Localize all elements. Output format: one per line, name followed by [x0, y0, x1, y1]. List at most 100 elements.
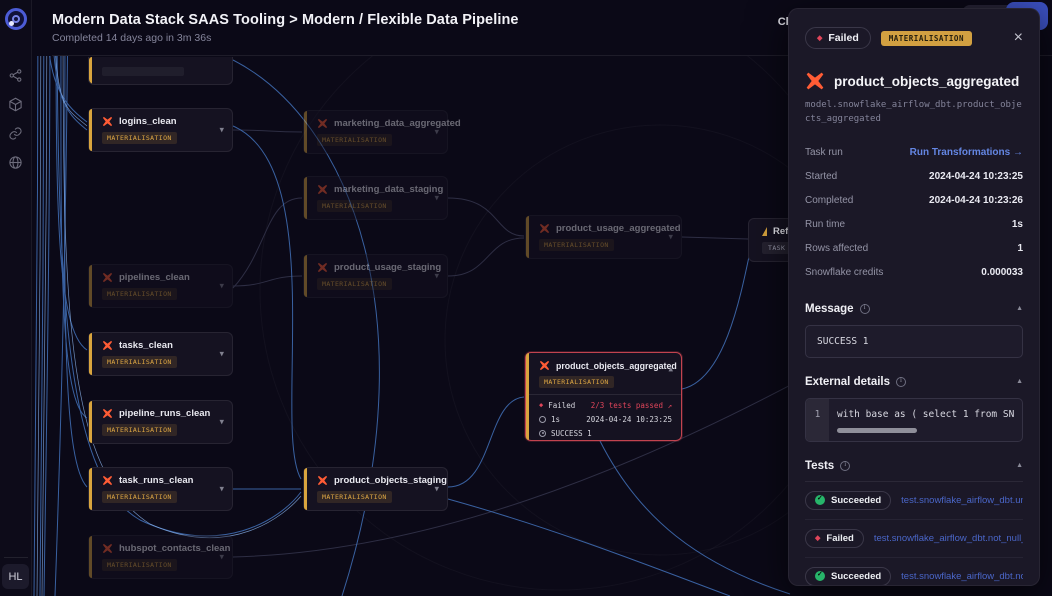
task-run-link[interactable]: Run Transformations →: [909, 147, 1023, 159]
dbt-icon: [539, 360, 550, 371]
chevron-down-icon[interactable]: ▾: [434, 126, 439, 137]
field-value: 0.000033: [981, 267, 1023, 279]
field-row: Snowflake credits 0.000033: [805, 261, 1023, 285]
node-marketing-data-staging[interactable]: marketing_data_staging MATERIALISATION ▾: [303, 176, 448, 220]
node-hubspot-contacts-clean[interactable]: hubspot_contacts_clean MATERIALISATION ▾: [88, 535, 233, 579]
gear-icon: [539, 429, 546, 437]
node-message: SUCCESS 1: [551, 428, 592, 438]
node-product-usage-staging[interactable]: product_usage_staging MATERIALISATION ▾: [303, 254, 448, 298]
chevron-down-icon[interactable]: ▾: [434, 270, 439, 281]
materialisation-badge: MATERIALISATION: [102, 132, 177, 144]
node-title: product_usage_aggregated: [556, 223, 681, 234]
test-link[interactable]: test.snowflake_airflow_dbt.unique_pro: [901, 494, 1023, 506]
materialisation-badge: MATERIALISATION: [317, 200, 392, 212]
collapse-arrow-icon[interactable]: ▲: [1016, 462, 1023, 470]
sql-code-block: 1 with base as ( select 1 from SNOWFLAKE: [805, 397, 1023, 442]
materialisation-badge: MATERIALISATION: [317, 278, 392, 290]
info-icon[interactable]: [859, 303, 870, 314]
node-marketing-data-aggregated[interactable]: marketing_data_aggregated MATERIALISATIO…: [303, 110, 461, 154]
page-title: Modern Data Stack SAAS Tooling > Modern …: [52, 11, 519, 28]
tests-section-title: Tests: [805, 459, 835, 472]
dbt-icon: [102, 408, 113, 419]
message-code-block: SUCCESS 1: [805, 324, 1023, 358]
node-partial-top[interactable]: [88, 57, 233, 85]
node-product-usage-aggregated[interactable]: product_usage_aggregated MATERIALISATION…: [525, 215, 682, 259]
field-label: Rows affected: [805, 243, 869, 255]
close-icon[interactable]: ×: [1013, 29, 1023, 46]
collapse-arrow-icon[interactable]: ▲: [1016, 305, 1023, 313]
node-title: pipelines_clean: [119, 272, 190, 283]
dbt-icon: [102, 475, 113, 486]
sql-code-line: with base as ( select 1 from SNOWFLAKE: [837, 408, 1014, 420]
user-avatar[interactable]: HL: [2, 564, 29, 589]
pipeline-network-icon[interactable]: [8, 68, 23, 83]
field-value: 2024-04-24 10:23:26: [929, 195, 1023, 207]
panel-subtitle: model.snowflake_airflow_dbt.product_obje…: [805, 100, 1022, 124]
chevron-down-icon[interactable]: ▾: [219, 280, 224, 291]
logo-core: [11, 15, 20, 23]
field-row: Task run Run Transformations →: [805, 141, 1023, 165]
node-product-objects-staging[interactable]: product_objects_staging MATERIALISATION …: [303, 467, 448, 511]
chevron-down-icon[interactable]: ▾: [219, 416, 224, 427]
chevron-down-icon[interactable]: ▾: [219, 124, 224, 135]
node-timestamp: 2024-04-24 10:23:25: [586, 414, 672, 424]
tests-summary-link[interactable]: 2/3 tests passed ↗: [590, 400, 672, 410]
dbt-icon: [102, 543, 113, 554]
sidebar: HL: [0, 0, 32, 596]
message-section-title: Message: [805, 302, 854, 315]
node-title: hubspot_contacts_clean: [119, 543, 231, 554]
collapse-arrow-icon[interactable]: ▲: [1016, 378, 1023, 386]
field-label: Started: [805, 171, 838, 183]
link-icon[interactable]: [8, 126, 23, 141]
chevron-down-icon[interactable]: ▾: [219, 483, 224, 494]
test-row: Succeeded test.snowflake_airflow_dbt.uni…: [805, 482, 1023, 520]
app-logo[interactable]: [4, 8, 27, 30]
node-pipeline-runs-clean[interactable]: pipeline_runs_clean MATERIALISATION ▾: [88, 400, 233, 444]
globe-icon[interactable]: [8, 155, 23, 170]
field-row: Rows affected 1: [805, 237, 1023, 261]
chevron-down-icon[interactable]: ▾: [668, 231, 673, 242]
info-icon[interactable]: [840, 460, 851, 471]
dbt-icon: [539, 223, 550, 234]
cube-icon[interactable]: [8, 97, 23, 112]
node-divider: [526, 394, 681, 395]
field-label: Completed: [805, 195, 854, 207]
dbt-icon: [102, 116, 113, 127]
dbt-icon: [805, 71, 825, 91]
chevron-down-icon[interactable]: ▾: [219, 348, 224, 359]
materialisation-badge: MATERIALISATION: [102, 559, 177, 571]
node-runtime: 1s: [551, 414, 561, 424]
chevron-down-icon[interactable]: ▾: [434, 192, 439, 203]
chevron-up-icon[interactable]: ▴: [668, 363, 673, 374]
dbt-icon: [102, 340, 113, 351]
field-row: Started 2024-04-24 10:23:25: [805, 165, 1023, 189]
external-details-section-title: External details: [805, 375, 891, 388]
node-tasks-clean[interactable]: tasks_clean MATERIALISATION ▾: [88, 332, 233, 376]
test-status-label: Failed: [826, 532, 854, 544]
dbt-icon: [317, 118, 328, 129]
materialisation-badge: MATERIALISATION: [539, 239, 614, 251]
node-pipelines-clean[interactable]: pipelines_clean MATERIALISATION ▾: [88, 264, 233, 308]
failed-diamond-icon: ◆: [539, 400, 544, 409]
test-link[interactable]: test.snowflake_airflow_dbt.not_null_pr: [901, 570, 1023, 582]
test-status-badge: Succeeded: [805, 490, 892, 510]
materialisation-badge: MATERIALISATION: [102, 288, 177, 300]
chevron-down-icon[interactable]: ▾: [219, 551, 224, 562]
horizontal-scrollbar[interactable]: [837, 427, 917, 433]
node-skeleton: [102, 67, 184, 76]
node-message-row: SUCCESS 1: [539, 426, 672, 440]
info-icon[interactable]: [896, 376, 907, 387]
node-title: logins_clean: [119, 116, 177, 127]
chevron-down-icon[interactable]: ▾: [434, 483, 439, 494]
field-row: Completed 2024-04-24 10:23:26: [805, 189, 1023, 213]
node-title: marketing_data_staging: [334, 184, 444, 195]
node-product-objects-aggregated-selected[interactable]: product_objects_aggregated MATERIALISATI…: [525, 352, 682, 441]
chart-triangle-icon: [762, 227, 767, 236]
node-task-runs-clean[interactable]: task_runs_clean MATERIALISATION ▾: [88, 467, 233, 511]
test-row: Succeeded test.snowflake_airflow_dbt.not…: [805, 558, 1023, 585]
node-title: marketing_data_aggregated: [334, 118, 461, 129]
test-status-label: Succeeded: [831, 570, 882, 582]
node-logins-clean[interactable]: logins_clean MATERIALISATION ▾: [88, 108, 233, 152]
line-number: 1: [806, 398, 829, 441]
test-link[interactable]: test.snowflake_airflow_dbt.not_null_pr: [873, 532, 1023, 544]
